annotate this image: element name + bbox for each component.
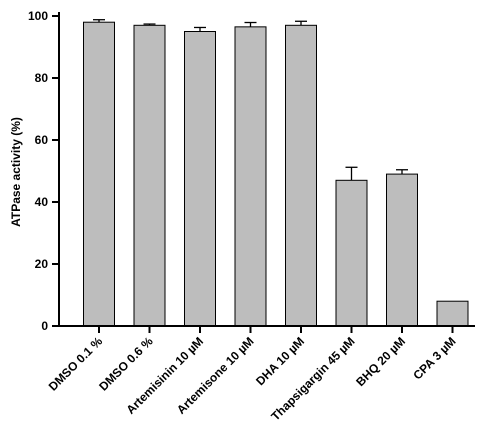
bar — [83, 21, 115, 327]
bar — [436, 300, 469, 327]
x-tick-label: Thapsigargin 45 µM — [268, 334, 357, 423]
x-axis: DMSO 0.1 %DMSO 0.6 %Artemisinin 10 µMArt… — [46, 325, 475, 424]
error-bar — [93, 19, 105, 23]
x-tick-label: BHQ 20 µM — [353, 334, 408, 389]
bar — [184, 31, 216, 327]
x-tick-label: DHA 10 µM — [253, 334, 307, 388]
y-tick-label: 20 — [35, 257, 49, 271]
bar — [234, 26, 267, 327]
error-bar — [396, 169, 408, 175]
x-tick-label: CPA 3 µM — [410, 334, 458, 382]
y-tick-label: 40 — [35, 195, 49, 209]
error-bar — [143, 23, 156, 26]
y-tick-label: 0 — [41, 319, 48, 333]
error-bar — [345, 166, 358, 181]
bars-group — [83, 21, 469, 327]
y-axis-label: ATPase activity (%) — [9, 117, 23, 227]
y-tick-label: 100 — [28, 9, 48, 23]
error-bar — [244, 21, 257, 27]
bar — [335, 179, 368, 327]
error-bar — [295, 20, 307, 26]
bar — [285, 24, 317, 327]
y-axis: 0 20 40 60 80 100 — [28, 9, 60, 333]
y-tick-label: 80 — [35, 71, 49, 85]
bar — [386, 173, 418, 327]
y-tick-label: 60 — [35, 133, 49, 147]
error-bar — [194, 26, 206, 32]
error-bars-group — [93, 19, 408, 181]
bar — [133, 24, 166, 327]
